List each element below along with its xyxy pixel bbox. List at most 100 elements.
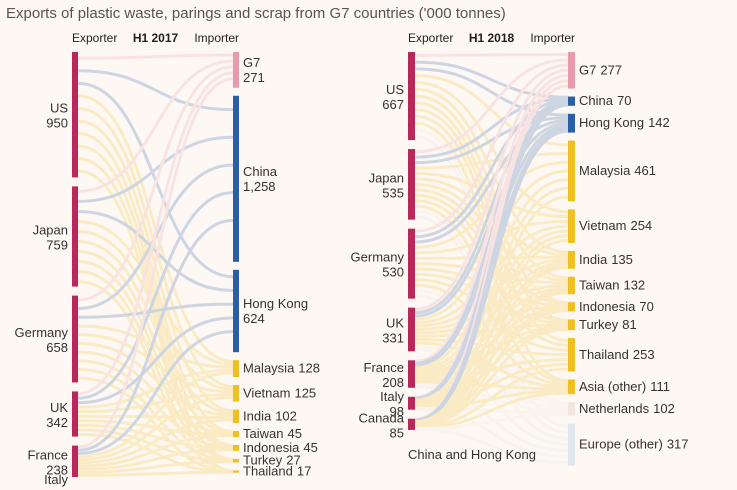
flow <box>77 419 234 437</box>
flow <box>77 59 234 193</box>
flow <box>77 229 234 391</box>
exporter-name: Canada <box>358 410 404 425</box>
exporter-label: Germany 530 <box>351 250 405 280</box>
flow <box>77 250 234 435</box>
flow <box>414 291 569 426</box>
importer-name: India <box>579 252 608 267</box>
flow <box>77 81 234 279</box>
flow <box>414 74 569 147</box>
exporter-value: 667 <box>382 97 404 112</box>
importer-bar <box>233 95 239 262</box>
flow <box>414 101 569 365</box>
flow <box>77 144 234 447</box>
flows <box>77 53 234 477</box>
flow <box>414 358 569 382</box>
exporter-name: US <box>386 82 404 97</box>
importer-label: Indonesia 70 <box>579 299 654 314</box>
flow <box>77 219 234 366</box>
importer-value: 461 <box>634 163 656 178</box>
flow <box>77 169 234 473</box>
exporter-bar <box>72 391 78 437</box>
flow <box>77 395 234 462</box>
flow <box>414 186 569 402</box>
exporter-name: Japan <box>369 170 404 185</box>
flow <box>414 305 569 335</box>
exporter-label: US 667 <box>382 82 404 112</box>
flow <box>77 65 234 302</box>
flow <box>414 58 569 154</box>
flow <box>414 229 569 372</box>
importer-value: 254 <box>630 218 652 233</box>
flow <box>414 406 569 415</box>
importer-name: Vietnam <box>243 385 290 400</box>
importer-name: Thailand <box>579 347 629 362</box>
importer-value: 132 <box>623 277 645 292</box>
flow <box>77 434 234 468</box>
flow <box>414 265 569 425</box>
flow <box>77 135 234 203</box>
importer-name: China <box>243 164 278 179</box>
flow <box>414 427 569 464</box>
importer-label: Hong Kong 624 <box>243 296 308 326</box>
exporter-name: Germany <box>351 250 405 265</box>
exporter-value: 331 <box>382 330 404 345</box>
exporter-header: Exporter <box>408 31 453 45</box>
flow <box>414 239 569 425</box>
exporter-value: 658 <box>46 340 68 355</box>
exporter-bar <box>408 360 415 388</box>
importer-value: 70 <box>639 299 653 314</box>
exporter-bar <box>408 52 415 141</box>
importer-bar <box>233 269 239 353</box>
flow <box>414 128 569 405</box>
flow <box>77 447 234 471</box>
exporter-bar <box>408 307 415 352</box>
flow <box>77 350 234 436</box>
flow <box>414 306 569 378</box>
exporter-bar <box>72 445 78 478</box>
exporter-label: France 208 <box>364 360 404 390</box>
importer-bar <box>568 250 575 269</box>
importer-name: Malaysia <box>579 163 631 178</box>
importer-bar <box>233 444 239 451</box>
flow <box>414 224 569 325</box>
flow <box>414 177 569 257</box>
flow <box>77 69 234 112</box>
flow <box>414 260 569 374</box>
flow <box>77 367 234 462</box>
flow <box>77 270 234 462</box>
importer-label: China 70 <box>579 93 631 108</box>
flow <box>414 118 569 244</box>
importer-header: Importer <box>194 31 239 45</box>
flow <box>414 129 569 423</box>
flow <box>414 283 569 331</box>
flow <box>414 74 569 363</box>
importer-label: Hong Kong 142 <box>579 115 670 130</box>
exporter-bar <box>72 295 78 383</box>
flow <box>414 362 569 408</box>
flow <box>77 414 234 419</box>
importer-name: Netherlands <box>579 401 650 416</box>
exporter-value: 759 <box>46 237 68 252</box>
importer-name: Indonesia <box>579 299 636 314</box>
flow <box>414 341 569 389</box>
flow <box>414 219 569 255</box>
importer-value: 253 <box>633 347 655 362</box>
flow <box>77 157 234 461</box>
importer-name: Asia (other) <box>579 379 646 394</box>
exporter-value: 535 <box>382 185 404 200</box>
flow <box>414 283 569 387</box>
flow <box>414 344 569 411</box>
flow <box>414 383 569 413</box>
flow <box>77 333 234 394</box>
flow <box>77 209 234 292</box>
flow <box>77 71 234 396</box>
flow <box>77 376 234 473</box>
flow <box>414 324 569 380</box>
flow <box>414 367 569 429</box>
importer-bar <box>568 302 575 312</box>
importer-value: 45 <box>303 440 317 455</box>
importer-bar <box>568 338 575 372</box>
flow <box>77 163 234 311</box>
importer-label: India 135 <box>579 252 633 267</box>
